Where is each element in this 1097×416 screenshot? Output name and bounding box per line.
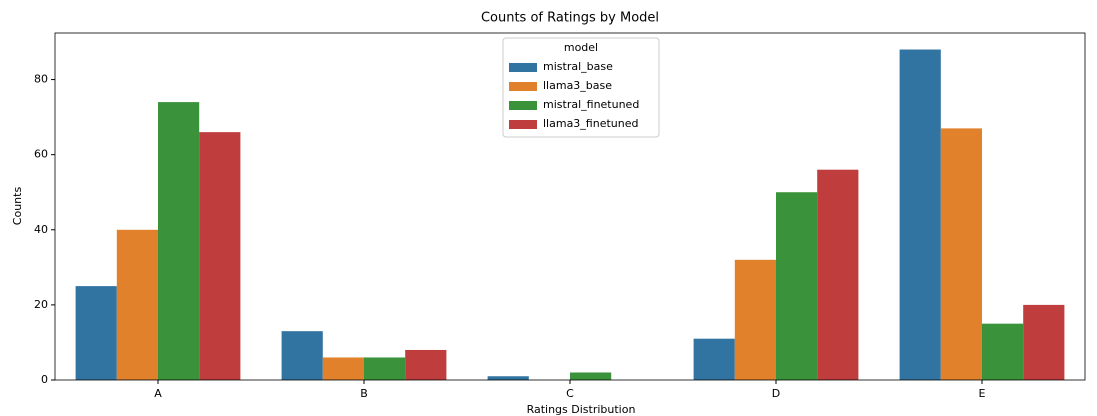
bar bbox=[158, 102, 200, 381]
bar bbox=[487, 376, 529, 380]
bar bbox=[899, 49, 941, 381]
bar bbox=[405, 349, 447, 380]
bar bbox=[364, 357, 406, 380]
legend-box bbox=[502, 37, 660, 138]
bar bbox=[982, 323, 1024, 380]
bar bbox=[75, 286, 117, 380]
x-tick-label: B bbox=[360, 387, 368, 400]
legend-label: llama3_base bbox=[543, 79, 612, 92]
y-tick-label: 20 bbox=[34, 298, 48, 311]
x-tick-label: A bbox=[154, 387, 162, 400]
bar bbox=[281, 331, 323, 380]
bar bbox=[116, 229, 158, 380]
y-tick-label: 40 bbox=[34, 223, 48, 236]
legend-swatch bbox=[509, 82, 537, 91]
legend-swatch bbox=[509, 101, 537, 110]
y-tick-label: 80 bbox=[34, 73, 48, 86]
plot-frame bbox=[54, 32, 1086, 381]
y-axis-label: Counts bbox=[11, 187, 24, 226]
chart-title: Counts of Ratings by Model bbox=[481, 11, 659, 26]
legend-swatch bbox=[509, 120, 537, 129]
bar bbox=[570, 372, 612, 380]
x-tick-label: E bbox=[979, 387, 986, 400]
legend-label: mistral_base bbox=[543, 60, 613, 73]
bar bbox=[1023, 304, 1065, 380]
bar bbox=[817, 169, 859, 380]
y-tick-label: 60 bbox=[34, 148, 48, 161]
bar bbox=[940, 128, 982, 380]
bar bbox=[693, 338, 735, 380]
bar bbox=[734, 259, 776, 380]
legend-label: llama3_finetuned bbox=[543, 117, 638, 130]
legend-title: model bbox=[564, 41, 598, 54]
y-tick-label: 0 bbox=[41, 373, 48, 386]
bar bbox=[322, 357, 364, 380]
x-tick-label: C bbox=[566, 387, 574, 400]
x-axis-label: Ratings Distribution bbox=[527, 403, 636, 416]
legend-swatch bbox=[509, 63, 537, 72]
bar bbox=[199, 132, 241, 380]
legend-label: mistral_finetuned bbox=[543, 98, 639, 111]
x-tick-label: D bbox=[772, 387, 780, 400]
bar bbox=[776, 192, 818, 380]
